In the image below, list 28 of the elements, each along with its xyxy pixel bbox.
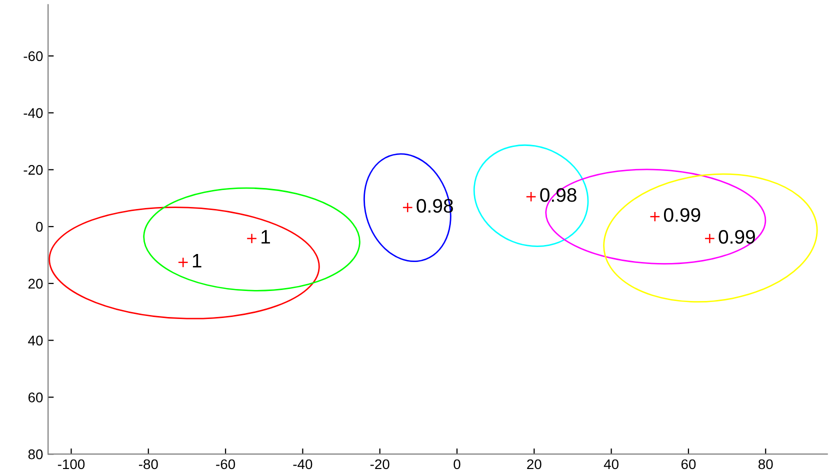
point: [526, 191, 536, 202]
x-tick-label: 40: [604, 459, 618, 470]
y-tick-label: 0: [36, 222, 43, 232]
x-tick-label: 0: [454, 459, 460, 470]
annotation: 1: [192, 254, 202, 268]
x-tick-label: -20: [370, 459, 390, 470]
x-tick-label: -60: [216, 459, 236, 470]
y-tick-label: 20: [28, 278, 43, 289]
y-tick-label: 80: [28, 449, 43, 460]
annotation: 0.99: [664, 208, 700, 222]
x-tick-label: 80: [758, 459, 773, 470]
y-tick-label: 40: [28, 336, 43, 346]
x-tick-label: -80: [138, 459, 158, 470]
point: [650, 211, 660, 222]
y-tick-label: 60: [28, 392, 43, 402]
point: [246, 233, 258, 244]
x-tick-label: -100: [58, 459, 85, 470]
y-tick-label: -60: [24, 51, 43, 62]
point: [704, 233, 715, 244]
annotation: 0.99: [718, 230, 755, 244]
point: [402, 202, 413, 213]
y-tick-label: -40: [24, 108, 43, 118]
x-tick-label: -40: [293, 459, 312, 470]
x-tick-label: 60: [681, 459, 696, 470]
x-tick-label: 20: [527, 459, 542, 470]
y-tick-label: -20: [24, 165, 43, 175]
annotation: 1: [262, 230, 270, 244]
point: [178, 257, 188, 268]
